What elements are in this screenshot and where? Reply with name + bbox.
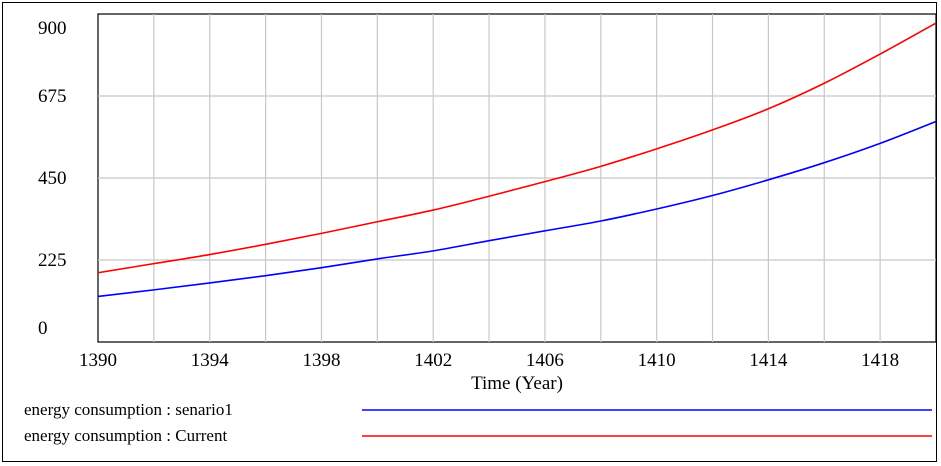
y-axis-ticks: 900 675 450 225 0 [38, 18, 67, 339]
x-tick-label: 1394 [191, 350, 230, 371]
x-tick-label: 1398 [302, 350, 340, 371]
legend-label: energy consumption : senario1 [24, 400, 233, 419]
x-axis-title: Time (Year) [471, 373, 563, 394]
legend: energy consumption : senario1 energy cons… [24, 400, 932, 445]
x-tick-label: 1418 [861, 350, 899, 371]
series-lines [97, 22, 937, 298]
x-tick-label: 1406 [526, 350, 564, 371]
y-tick-label: 900 [38, 18, 67, 39]
y-tick-label: 450 [38, 168, 67, 189]
y-tick-label: 225 [38, 250, 67, 271]
x-tick-label: 1390 [79, 350, 117, 371]
x-tick-label: 1414 [749, 350, 788, 371]
legend-label: energy consumption : Current [24, 426, 227, 445]
y-tick-label: 675 [38, 86, 67, 107]
x-tick-label: 1402 [414, 350, 452, 371]
x-axis-ticks: 1390 1394 1398 1402 1406 1410 1414 1418 [79, 350, 899, 371]
series-line-2 [97, 22, 937, 274]
x-tick-label: 1410 [638, 350, 676, 371]
series-line-1 [97, 120, 937, 298]
grid-lines [98, 14, 936, 342]
y-tick-label: 0 [38, 318, 48, 339]
